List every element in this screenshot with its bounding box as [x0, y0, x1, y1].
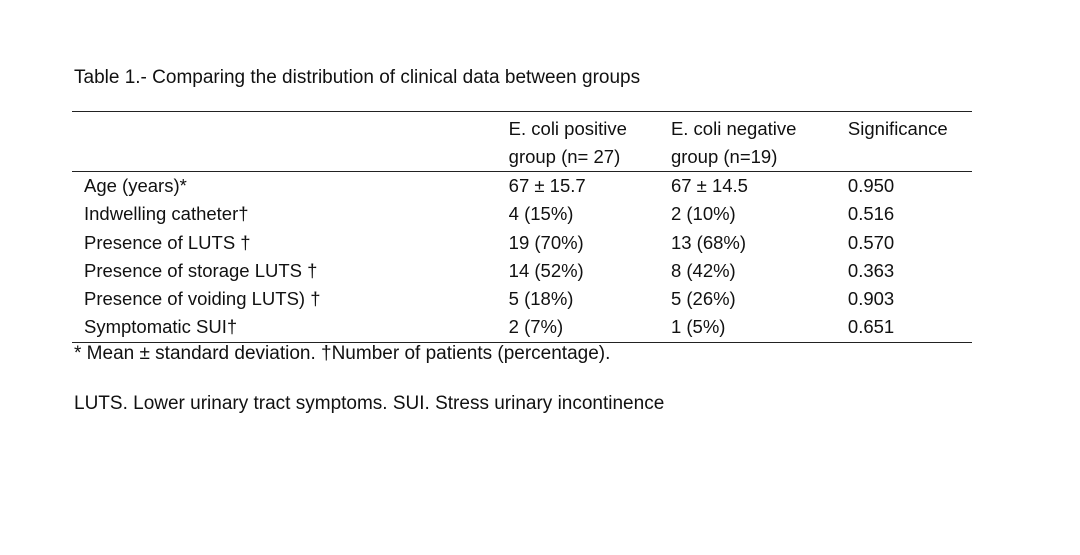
footnote-statistics: * Mean ± standard deviation. †Number of … — [74, 343, 611, 364]
cell-significance: 0.363 — [847, 259, 895, 281]
cell-ecoli-negative: 1 (5%) — [670, 316, 726, 338]
table-row: Presence of storage LUTS † 14 (52%) 8 (4… — [72, 257, 972, 285]
table-row: Presence of LUTS † 19 (70%) 13 (68%) 0.5… — [72, 229, 972, 257]
header-ecoli-positive-line1: E. coli positive — [508, 118, 627, 139]
cell-ecoli-negative: 2 (10%) — [670, 203, 736, 225]
header-ecoli-positive: E. coli positive group (n= 27) — [509, 112, 671, 172]
cell-significance: 0.950 — [847, 175, 895, 196]
footnote-abbreviations: LUTS. Lower urinary tract symptoms. SUI.… — [74, 393, 665, 414]
cell-ecoli-positive: 5 (18%) — [508, 288, 574, 310]
table-caption: Table 1.- Comparing the distribution of … — [74, 67, 641, 88]
cell-significance: 0.516 — [847, 203, 895, 225]
table-row: Age (years)* 67 ± 15.7 67 ± 14.5 0.950 — [72, 172, 972, 201]
clinical-data-table: E. coli positive group (n= 27) E. coli n… — [72, 111, 972, 343]
cell-significance: 0.651 — [847, 316, 895, 338]
row-label: Age (years)* — [84, 175, 187, 196]
row-label: Presence of storage LUTS † — [84, 259, 318, 281]
header-significance: Significance — [847, 118, 948, 139]
row-label: Indwelling catheter† — [84, 203, 249, 225]
header-ecoli-negative-line1: E. coli negative — [670, 118, 797, 139]
cell-significance: 0.903 — [847, 288, 895, 310]
cell-ecoli-positive: 67 ± 15.7 — [508, 175, 586, 196]
row-label: Symptomatic SUI† — [84, 316, 238, 338]
cell-ecoli-negative: 5 (26%) — [670, 288, 736, 310]
table-row: Presence of voiding LUTS) † 5 (18%) 5 (2… — [72, 285, 972, 313]
header-ecoli-negative: E. coli negative group (n=19) — [671, 112, 848, 172]
cell-ecoli-negative: 13 (68%) — [670, 231, 747, 253]
cell-ecoli-positive: 4 (15%) — [508, 203, 574, 225]
row-label: Presence of LUTS † — [84, 231, 251, 253]
table-row: Indwelling catheter† 4 (15%) 2 (10%) 0.5… — [72, 200, 972, 228]
header-ecoli-positive-line2: group (n= 27) — [508, 146, 621, 167]
table-header-row: E. coli positive group (n= 27) E. coli n… — [72, 111, 972, 172]
cell-ecoli-positive: 19 (70%) — [508, 231, 584, 253]
cell-ecoli-positive: 2 (7%) — [508, 316, 564, 338]
header-ecoli-negative-line2: group (n=19) — [670, 146, 778, 167]
header-label-column — [72, 112, 509, 172]
row-label: Presence of voiding LUTS) † — [84, 288, 321, 310]
cell-ecoli-negative: 8 (42%) — [670, 259, 736, 281]
cell-significance: 0.570 — [847, 231, 895, 253]
table-row: Symptomatic SUI† 2 (7%) 1 (5%) 0.651 — [72, 313, 972, 343]
cell-ecoli-positive: 14 (52%) — [508, 259, 584, 281]
cell-ecoli-negative: 67 ± 14.5 — [670, 175, 748, 196]
